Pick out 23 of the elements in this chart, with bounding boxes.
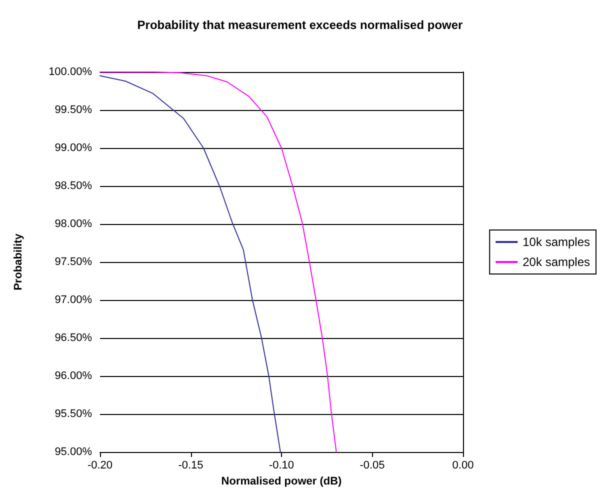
x-tick-label: -0.05 bbox=[360, 460, 385, 472]
legend-label: 10k samples bbox=[522, 235, 590, 249]
x-tick-label: -0.10 bbox=[268, 460, 294, 472]
chart-title: Probability that measurement exceeds normalised power bbox=[137, 18, 464, 32]
legend-label: 20k samples bbox=[522, 255, 590, 269]
line-series bbox=[100, 75, 281, 452]
y-tick-label: 96.50% bbox=[54, 332, 92, 344]
y-tick-label: 97.50% bbox=[54, 256, 92, 268]
y-tick-label: 95.50% bbox=[54, 408, 92, 420]
y-tick-label: 97.00% bbox=[54, 294, 92, 306]
y-tick-label: 99.50% bbox=[54, 104, 92, 116]
x-tick-label: -0.20 bbox=[87, 460, 113, 472]
x-tick-label: -0.15 bbox=[178, 460, 204, 472]
y-tick-label: 95.00% bbox=[54, 446, 92, 458]
y-tick-label: 98.00% bbox=[54, 218, 92, 230]
y-tick-label: 100.00% bbox=[48, 66, 92, 78]
x-axis-title: Normalised power (dB) bbox=[221, 476, 342, 488]
line-series bbox=[100, 72, 337, 452]
y-axis-title: Probability bbox=[12, 232, 24, 290]
y-tick-label: 98.50% bbox=[54, 180, 92, 192]
x-tick-label: 0.00 bbox=[452, 460, 474, 472]
y-tick-label: 99.00% bbox=[54, 142, 92, 154]
y-tick-label: 96.00% bbox=[54, 370, 92, 382]
